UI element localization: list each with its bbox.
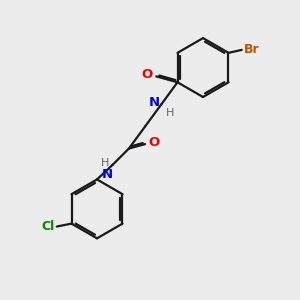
Text: O: O: [142, 68, 153, 81]
Text: H: H: [101, 158, 109, 168]
Text: H: H: [165, 109, 174, 118]
Text: N: N: [101, 168, 112, 181]
Text: Br: Br: [244, 44, 260, 56]
Text: O: O: [148, 136, 160, 149]
Text: Cl: Cl: [41, 220, 55, 233]
Text: N: N: [149, 96, 160, 110]
